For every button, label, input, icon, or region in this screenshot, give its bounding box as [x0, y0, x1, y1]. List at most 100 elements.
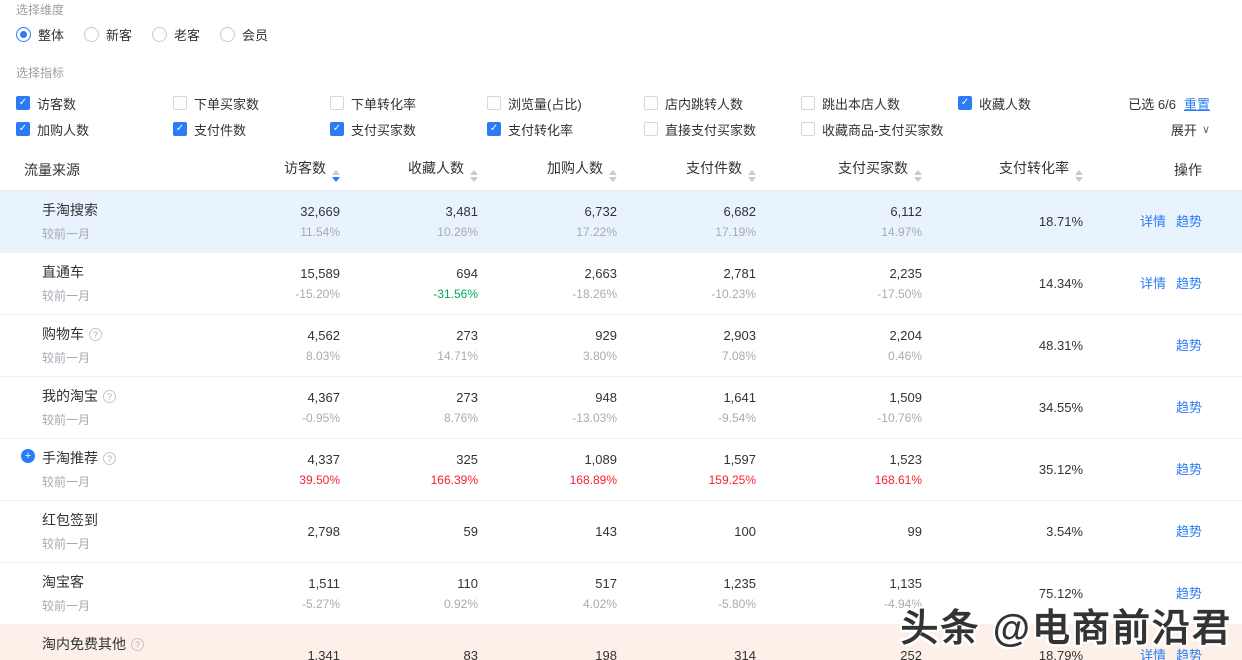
metric-checkbox-1-1[interactable]: ✓ 访客数 — [16, 94, 173, 113]
metric-value: 100 — [734, 523, 756, 539]
reset-link[interactable]: 重置 — [1183, 96, 1210, 112]
checkbox-icon — [644, 122, 658, 136]
action-detail-link[interactable]: 详情 — [1139, 648, 1166, 660]
metric-checkbox-1-3[interactable]: 下单转化率 — [330, 94, 487, 113]
action-trend-link[interactable]: 趋势 — [1175, 648, 1202, 660]
dimension-radio-1[interactable]: 整体 — [16, 25, 64, 44]
column-header-5[interactable]: 支付件数 — [617, 150, 756, 191]
metric-value: 1,523 — [889, 451, 922, 467]
action-trend-link[interactable]: 趋势 — [1175, 214, 1202, 229]
checkbox-icon — [330, 96, 344, 110]
checkbox-icon — [801, 122, 815, 136]
help-icon[interactable]: ? — [103, 390, 116, 403]
metric-value: 4,562 — [307, 327, 340, 343]
dimension-radio-2[interactable]: 新客 — [84, 25, 132, 44]
sort-icon[interactable] — [1075, 169, 1083, 182]
metric-change: -4.94% — [883, 596, 922, 611]
metric-change: 17.19% — [715, 224, 756, 239]
metric-value: 83 — [463, 647, 478, 660]
metric-checkbox-1-4[interactable]: 浏览量(占比) — [487, 94, 644, 113]
action-trend-link[interactable]: 趋势 — [1175, 276, 1202, 291]
metric-checkbox-1-6[interactable]: 跳出本店人数 — [801, 94, 958, 113]
metric-cell: 99 — [756, 500, 922, 563]
metric-checkbox-1-2[interactable]: 下单买家数 — [173, 94, 330, 113]
rate-value: 18.71% — [1038, 213, 1083, 229]
traffic-source-table: 流量来源 访客数 收藏人数 加购人数 支付件数 支付买家数 支付转化率 操作 手淘搜索 较前一月… — [0, 150, 1242, 660]
dimension-radio-4[interactable]: 会员 — [220, 25, 268, 44]
metric-value: 6,732 — [584, 203, 617, 219]
dimension-radio-3[interactable]: 老客 — [152, 25, 200, 44]
metric-checkbox-2-5[interactable]: 直接支付买家数 — [644, 120, 801, 139]
action-detail-link[interactable]: 详情 — [1139, 276, 1166, 291]
source-cell: + 手淘推荐? 较前一月 — [0, 438, 240, 501]
column-header-label: 加购人数 — [547, 159, 603, 176]
column-header-6[interactable]: 支付买家数 — [756, 150, 922, 191]
action-trend-link[interactable]: 趋势 — [1175, 586, 1202, 601]
metric-change: -10.23% — [711, 286, 756, 301]
metric-cell: 325 166.39% — [340, 438, 478, 501]
help-icon[interactable]: ? — [131, 638, 144, 651]
column-header-7[interactable]: 支付转化率 — [922, 150, 1083, 191]
metric-checkbox-2-1[interactable]: ✓ 加购人数 — [16, 120, 173, 139]
sort-icon[interactable] — [609, 169, 617, 182]
sort-icon[interactable] — [914, 169, 922, 182]
metric-checkbox-2-3[interactable]: ✓ 支付买家数 — [330, 120, 487, 139]
sort-icon[interactable] — [748, 169, 756, 182]
checkbox-icon — [173, 96, 187, 110]
metric-checkbox-2-6[interactable]: 收藏商品-支付买家数 — [801, 120, 943, 139]
metric-value: 1,089 — [584, 451, 617, 467]
action-trend-link[interactable]: 趋势 — [1175, 338, 1202, 353]
help-icon[interactable]: ? — [89, 328, 102, 341]
action-trend-link[interactable]: 趋势 — [1175, 462, 1202, 477]
metric-cell: 1,523 168.61% — [756, 438, 922, 501]
action-trend-link[interactable]: 趋势 — [1175, 400, 1202, 415]
table-row: + 手淘推荐? 较前一月 4,337 39.50% 325 166.39% 1,089 168.… — [0, 438, 1242, 501]
source-name-text: 淘宝客 — [42, 574, 84, 590]
compare-label: 较前一月 — [42, 537, 91, 551]
rate-cell: 18.71% — [922, 190, 1083, 253]
source-name-text: 红包签到 — [42, 512, 98, 528]
checkbox-label: 访客数 — [37, 96, 77, 112]
rate-value: 75.12% — [1038, 585, 1083, 601]
sort-icon[interactable] — [470, 169, 478, 182]
metric-checkbox-2-2[interactable]: ✓ 支付件数 — [173, 120, 330, 139]
metric-checkbox-2-4[interactable]: ✓ 支付转化率 — [487, 120, 644, 139]
metric-cell: 2,781 -10.23% — [617, 252, 756, 315]
source-name-text: 淘内免费其他 — [42, 636, 126, 652]
action-detail-link[interactable]: 详情 — [1139, 214, 1166, 229]
column-header-4[interactable]: 加购人数 — [478, 150, 617, 191]
metric-cell: 314 — [617, 624, 756, 660]
expand-link[interactable]: 展开 ∨ — [1170, 122, 1210, 138]
sort-down-arrow — [332, 176, 340, 182]
rate-value: 3.54% — [1046, 523, 1083, 539]
column-header-8: 操作 — [1083, 150, 1242, 191]
rate-cell: 34.55% — [922, 376, 1083, 439]
metric-cell: 948 -13.03% — [478, 376, 617, 439]
metrics-checkbox-grid: ✓ 访客数 下单买家数 下单转化率 浏览量(占比) 店内跳转人数 跳出本店人数 ✓ 收藏人数 ✓ 加… — [16, 90, 1031, 142]
sort-up-arrow — [748, 169, 756, 175]
column-header-3[interactable]: 收藏人数 — [340, 150, 478, 191]
metric-checkbox-1-5[interactable]: 店内跳转人数 — [644, 94, 801, 113]
checkbox-label: 收藏人数 — [979, 96, 1032, 112]
column-header-2[interactable]: 访客数 — [240, 150, 340, 191]
checkbox-checked-icon: ✓ — [173, 122, 187, 136]
metric-value: 143 — [595, 523, 617, 539]
metric-change: 4.02% — [582, 596, 617, 611]
metric-change: -13.03% — [572, 410, 617, 425]
metrics-row: ✓ 访客数 下单买家数 下单转化率 浏览量(占比) 店内跳转人数 跳出本店人数 ✓ 收藏人数 — [16, 90, 1031, 116]
action-trend-link[interactable]: 趋势 — [1175, 524, 1202, 539]
metric-checkbox-1-7[interactable]: ✓ 收藏人数 — [958, 94, 1031, 113]
actions-cell: 趋势 — [1083, 376, 1242, 439]
metric-value: 252 — [900, 647, 922, 660]
metric-change: -31.56% — [433, 286, 478, 301]
add-icon[interactable]: + — [21, 449, 35, 463]
help-icon[interactable]: ? — [103, 452, 116, 465]
radio-label: 老客 — [174, 28, 201, 43]
sort-icon[interactable] — [332, 169, 340, 182]
metric-value: 1,135 — [889, 575, 922, 591]
checkbox-label: 浏览量(占比) — [508, 96, 582, 112]
metric-change: -15.20% — [295, 286, 340, 301]
metric-cell: 517 4.02% — [478, 562, 617, 625]
checkbox-label: 支付转化率 — [508, 122, 574, 138]
